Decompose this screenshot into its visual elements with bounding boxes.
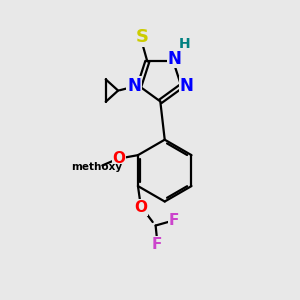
Text: methoxy: methoxy <box>94 166 100 168</box>
Text: S: S <box>136 28 148 46</box>
Text: methoxy: methoxy <box>71 162 122 172</box>
Text: F: F <box>152 237 162 252</box>
Text: O: O <box>112 151 125 166</box>
Text: H: H <box>179 37 190 51</box>
Text: N: N <box>180 77 194 95</box>
Text: N: N <box>168 50 182 68</box>
Text: F: F <box>169 213 179 228</box>
Text: O: O <box>134 200 147 215</box>
Text: N: N <box>127 77 141 95</box>
